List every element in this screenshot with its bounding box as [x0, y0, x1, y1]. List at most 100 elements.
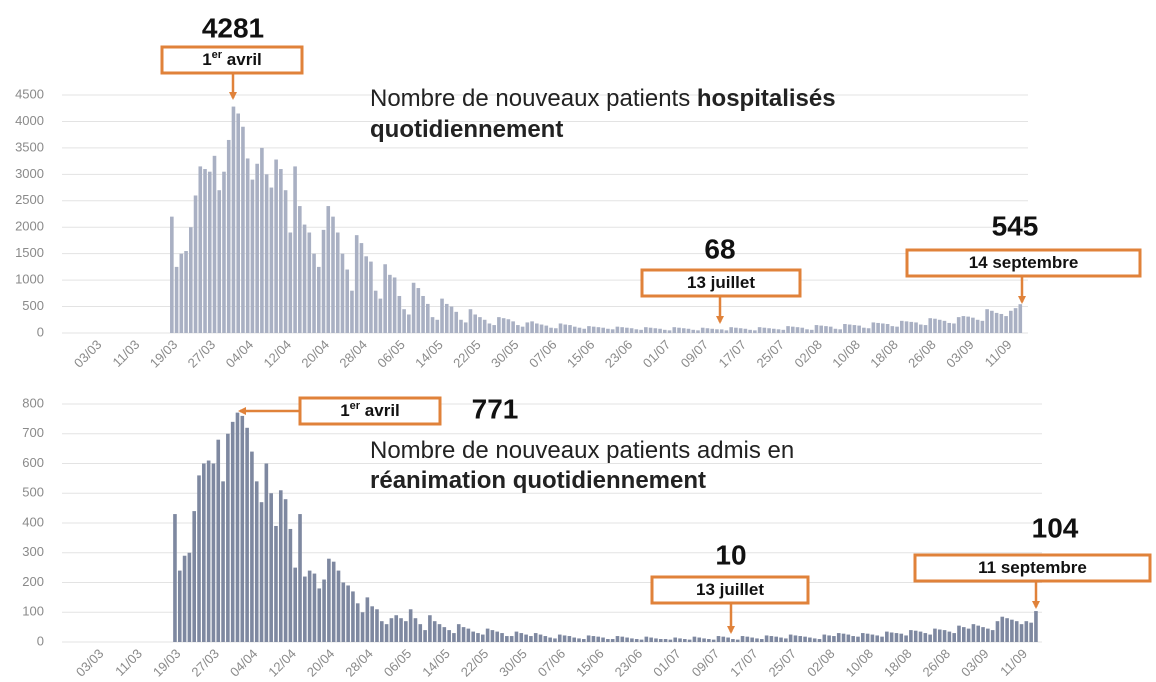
bar: [653, 328, 658, 333]
bar: [198, 166, 203, 333]
bar: [430, 317, 435, 333]
bar: [506, 319, 511, 333]
annotation-value: 68: [704, 233, 735, 264]
bar: [726, 637, 730, 642]
annotation-date: 13 juillet: [696, 580, 764, 599]
x-tick-label: 18/08: [881, 646, 915, 680]
bar: [404, 621, 408, 642]
bar: [710, 328, 714, 333]
bar: [562, 635, 567, 642]
bar: [235, 412, 240, 642]
bar: [459, 319, 463, 333]
bar: [302, 224, 307, 333]
bar: [269, 187, 274, 333]
bar: [772, 328, 776, 333]
annotation-box: [640, 268, 802, 298]
bar: [596, 327, 601, 333]
y-tick-label: 1000: [15, 272, 44, 287]
x-tick-label: 26/08: [919, 646, 953, 680]
bar: [841, 633, 846, 642]
bar: [793, 635, 798, 642]
bar: [832, 636, 836, 642]
bar: [880, 636, 884, 642]
bar: [485, 628, 490, 642]
bar: [812, 638, 817, 642]
annotation-date: 11 septembre: [978, 558, 1087, 577]
bar: [677, 327, 681, 333]
bar: [1029, 622, 1033, 642]
bar: [862, 327, 866, 333]
bar: [596, 636, 601, 642]
bar: [634, 329, 639, 333]
bar: [686, 328, 691, 333]
bar: [899, 633, 904, 642]
date-part: avril: [360, 401, 400, 420]
bar: [805, 329, 809, 333]
bar: [336, 570, 341, 642]
annotation-value: 10: [715, 539, 746, 570]
bar: [721, 636, 726, 642]
x-tick-label: 20/04: [304, 646, 338, 680]
bar: [481, 634, 485, 642]
y-tick-label: 800: [22, 395, 44, 410]
bar: [755, 638, 759, 642]
x-tick-label: 30/05: [488, 337, 522, 371]
bar: [860, 633, 865, 642]
title-part: Nombre de nouveaux patients admis en: [370, 437, 794, 464]
bar: [379, 621, 384, 642]
bar: [389, 618, 394, 642]
bar: [994, 312, 999, 333]
bar: [426, 303, 430, 333]
bar: [591, 636, 596, 642]
bar: [255, 163, 259, 333]
bar: [492, 325, 496, 333]
bar: [870, 634, 875, 642]
bar: [231, 106, 236, 333]
bar: [843, 324, 847, 333]
bar: [700, 327, 705, 333]
bar: [170, 216, 174, 333]
bar: [241, 126, 245, 333]
bar: [535, 323, 539, 333]
bar: [707, 639, 711, 642]
bar: [505, 636, 509, 642]
bar: [909, 321, 914, 333]
title-part: quotidiennement: [370, 116, 563, 143]
annotation-date: 14 septembre: [969, 253, 1079, 272]
bar: [360, 612, 365, 642]
bar: [370, 606, 374, 642]
bar: [904, 635, 908, 642]
bar: [952, 323, 956, 333]
date-part: 11 septembre: [978, 558, 1087, 577]
bar: [501, 318, 506, 333]
bar: [316, 266, 321, 333]
y-tick-label: 3000: [15, 166, 44, 181]
bar: [942, 630, 947, 642]
bar: [274, 159, 278, 333]
bar: [539, 324, 544, 333]
x-tick-label: 27/03: [188, 646, 222, 680]
bar: [582, 328, 587, 333]
bar: [895, 326, 899, 333]
y-tick-label: 4500: [15, 86, 44, 101]
bar: [388, 274, 392, 333]
x-tick-label: 15/06: [564, 337, 598, 371]
bar: [399, 618, 403, 642]
bar: [340, 253, 345, 333]
bar: [928, 318, 933, 333]
bar: [335, 232, 340, 333]
bar: [819, 325, 824, 333]
bar: [572, 326, 577, 333]
bar: [577, 638, 581, 642]
bar: [447, 630, 451, 642]
bar: [307, 232, 312, 333]
x-tick-label: 06/05: [374, 337, 408, 371]
bar: [216, 439, 221, 642]
bar: [629, 328, 634, 333]
x-tick-label: 10/08: [829, 337, 863, 371]
x-tick-label: 30/05: [496, 646, 530, 680]
x-tick-label: 19/03: [147, 337, 181, 371]
bar: [558, 323, 563, 333]
bar: [514, 631, 519, 642]
bar: [549, 327, 553, 333]
